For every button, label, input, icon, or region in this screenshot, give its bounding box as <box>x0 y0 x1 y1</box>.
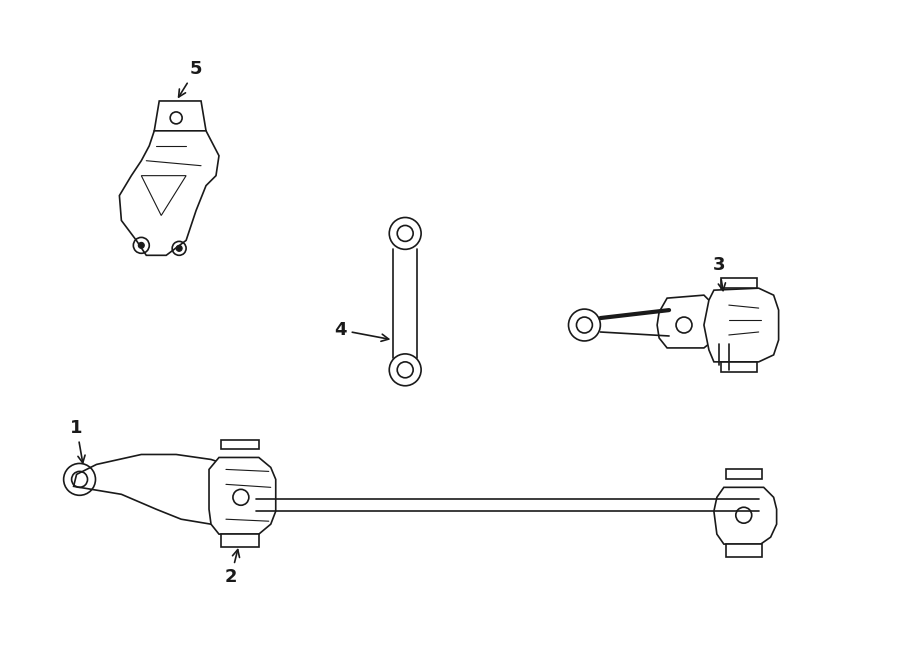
Circle shape <box>139 243 144 249</box>
Polygon shape <box>221 440 259 449</box>
Text: 1: 1 <box>70 418 86 463</box>
Text: 3: 3 <box>713 256 725 291</box>
Polygon shape <box>74 455 256 524</box>
Text: 4: 4 <box>334 321 389 341</box>
Polygon shape <box>221 534 259 547</box>
Polygon shape <box>120 131 219 255</box>
Polygon shape <box>714 487 777 544</box>
Text: 2: 2 <box>225 549 239 586</box>
Text: 5: 5 <box>178 60 202 97</box>
Polygon shape <box>721 278 757 288</box>
Polygon shape <box>704 288 778 362</box>
Polygon shape <box>725 544 761 557</box>
Polygon shape <box>725 469 761 479</box>
Polygon shape <box>721 362 757 372</box>
Polygon shape <box>209 457 275 534</box>
Polygon shape <box>657 295 719 348</box>
Circle shape <box>176 245 182 251</box>
Polygon shape <box>154 101 206 131</box>
